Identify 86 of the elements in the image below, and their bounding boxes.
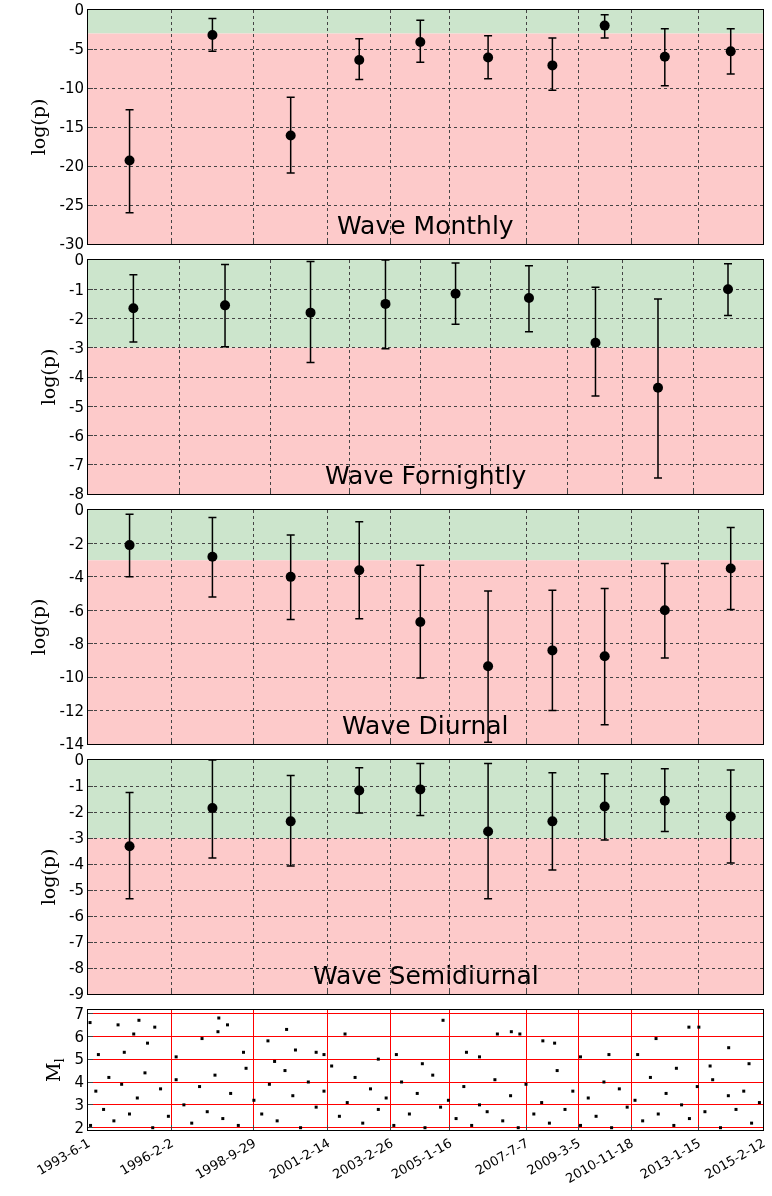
- y-tick-label: 7: [74, 1004, 84, 1023]
- y-tick-label: -5: [69, 40, 84, 59]
- point: [305, 307, 316, 318]
- y-tick-label: -2: [69, 534, 84, 553]
- point: [220, 300, 231, 311]
- y-axis-title: log(p): [36, 348, 59, 406]
- point: [450, 288, 461, 299]
- point: [659, 605, 670, 616]
- point: [207, 29, 218, 40]
- y-tick-label: 2: [74, 1118, 84, 1137]
- y-tick-label: -3: [69, 829, 84, 848]
- point: [599, 651, 610, 662]
- y-tick-label: -4: [69, 855, 84, 874]
- text: Wave Fornightly: [325, 461, 527, 490]
- point: [723, 284, 733, 295]
- point: [354, 565, 365, 576]
- point: [599, 20, 610, 31]
- y-tick-label: 0: [74, 1, 84, 20]
- point: [547, 645, 558, 656]
- y-tick-label: -2: [69, 309, 84, 328]
- y-tick-label: 3: [74, 1096, 84, 1115]
- y-tick-label: -4: [69, 368, 84, 387]
- y-tick-label: -25: [59, 196, 84, 215]
- point: [285, 816, 296, 827]
- point: [207, 551, 218, 562]
- y-tick-label: 0: [74, 751, 84, 770]
- point: [285, 130, 296, 141]
- point: [523, 293, 534, 304]
- y-tick-label: -5: [69, 881, 84, 900]
- y-tick-label: -12: [59, 701, 84, 720]
- point: [415, 616, 426, 627]
- y-tick-label: 6: [74, 1027, 84, 1046]
- y-tick-label: -4: [69, 568, 84, 587]
- point: [124, 540, 135, 551]
- y-tick-label: 0: [74, 251, 84, 270]
- y-tick-label: -8: [69, 634, 84, 653]
- y-tick-label: -8: [69, 959, 84, 978]
- point: [285, 571, 296, 582]
- point: [354, 54, 365, 65]
- y-tick-label: -9: [69, 985, 84, 1004]
- y-tick-label: 4: [74, 1073, 84, 1092]
- y-axis-title: log(p): [36, 848, 59, 906]
- point: [659, 795, 670, 806]
- point: [415, 784, 426, 795]
- y-tick-label: -7: [69, 456, 84, 474]
- y-axis-title: log(p): [27, 598, 50, 656]
- text: Wave Semidiurnal: [313, 961, 539, 990]
- point: [599, 801, 610, 812]
- y-tick-label: -15: [59, 118, 84, 137]
- y-tick-label: -7: [69, 933, 84, 952]
- point: [590, 337, 601, 348]
- y-tick-label: -6: [69, 907, 84, 926]
- point: [354, 785, 365, 796]
- y-axis-title: log(p): [27, 98, 50, 156]
- point: [652, 382, 663, 393]
- y-tick-label: -8: [69, 485, 84, 504]
- y-tick-label: -2: [69, 803, 84, 822]
- point: [124, 155, 135, 166]
- y-tick-label: -30: [59, 235, 84, 254]
- y-tick-label: -10: [59, 79, 84, 98]
- point: [725, 563, 736, 574]
- y-tick-label: -6: [69, 426, 84, 445]
- point: [725, 46, 736, 57]
- y-tick-label: 0: [74, 501, 84, 520]
- point: [547, 60, 558, 71]
- point: [725, 811, 736, 822]
- point: [659, 51, 670, 62]
- y-tick-label: -10: [59, 668, 84, 687]
- point: [415, 36, 426, 47]
- point: [207, 803, 218, 814]
- y-tick-label: -1: [69, 280, 84, 299]
- point: [380, 298, 391, 309]
- y-tick-label: -3: [69, 339, 84, 357]
- y-tick-label: -1: [69, 777, 84, 796]
- y-tick-label: -14: [59, 735, 84, 754]
- y-tick-label: 5: [74, 1050, 84, 1069]
- point: [124, 841, 135, 852]
- y-tick-label: -6: [69, 601, 84, 620]
- point: [483, 826, 494, 837]
- point: [128, 303, 139, 314]
- y-tick-label: -20: [59, 157, 84, 176]
- point: [483, 52, 494, 63]
- y-tick-label: -5: [69, 397, 84, 416]
- point: [483, 661, 494, 672]
- point: [547, 816, 558, 827]
- text: Wave Monthly: [337, 211, 514, 240]
